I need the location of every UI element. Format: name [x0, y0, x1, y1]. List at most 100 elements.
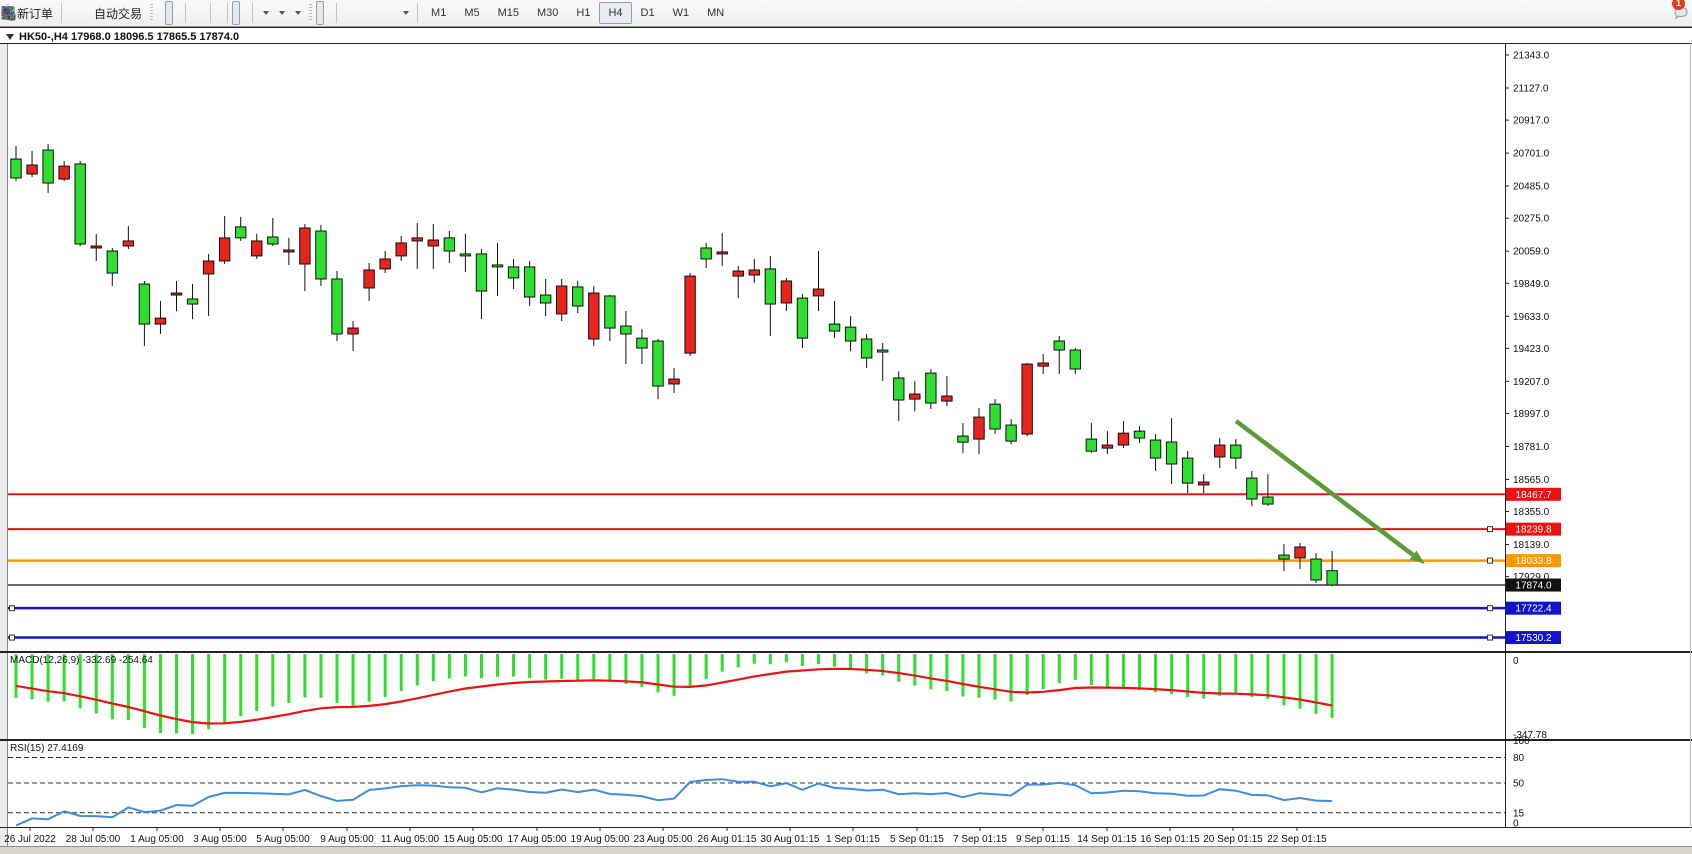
svg-text:1 Aug 05:00: 1 Aug 05:00 — [130, 834, 184, 845]
hline-handle[interactable] — [9, 634, 15, 641]
signals-button[interactable] — [3, 1, 90, 25]
hline-handle[interactable] — [9, 605, 15, 612]
timeframe-M30[interactable]: M30 — [537, 7, 559, 19]
community-button[interactable] — [1, 1, 82, 25]
hline-handle[interactable] — [1487, 605, 1493, 612]
autoscroll-button[interactable] — [1, 1, 241, 25]
svg-text:7 Sep 01:15: 7 Sep 01:15 — [953, 834, 1007, 845]
autotrading-button[interactable]: 自动交易 — [2, 1, 146, 25]
macd-pane-canvas[interactable]: 0 -347.78 — [0, 652, 1692, 741]
time-axis-labels[interactable]: 26 Jul 2022 28 Jul 05:00 1 Aug 05:00 3 Aug … — [4, 828, 1327, 845]
crosshair-button[interactable] — [1, 1, 332, 25]
svg-text:17874.0: 17874.0 — [1515, 581, 1552, 592]
main-chart-canvas[interactable]: 21343.0 21127.0 20917.0 20701.0 20485.0 20275… — [0, 43, 1692, 652]
hline-17874.0[interactable]: 17874.0 — [8, 578, 1561, 592]
timeframe-M15[interactable]: M15 — [497, 7, 519, 19]
new-order-button[interactable]: 新订单 — [2, 1, 57, 25]
templates-button[interactable] — [1, 1, 305, 25]
line-chart-button[interactable] — [1, 1, 181, 25]
svg-text:5 Sep 01:15: 5 Sep 01:15 — [890, 834, 944, 845]
rsi-pane-canvas[interactable]: 100 80 50 150 — [0, 736, 1692, 830]
chart-shift-button[interactable] — [1, 1, 248, 25]
macd-histogram — [14, 654, 1334, 734]
timeframe-MN[interactable]: MN — [707, 7, 725, 19]
svg-text:21343.0: 21343.0 — [1513, 51, 1550, 62]
trendline-button[interactable] — [2, 1, 365, 25]
timeframe-bar: M1 M5 M15 M30 H1 H4 D1 W1 MN — [422, 2, 733, 24]
indicators-button[interactable] — [1, 1, 273, 25]
cursor-button[interactable] — [4, 1, 325, 25]
svg-text:28 Jul 05:00: 28 Jul 05:00 — [66, 834, 121, 845]
price-axis[interactable]: 21343.0 21127.0 20917.0 20701.0 20485.0 20275… — [1505, 51, 1550, 584]
shapes-button[interactable] — [2, 1, 413, 25]
toolbar-grip[interactable] — [150, 4, 154, 22]
toolbar: 新订单 — [0, 0, 1692, 27]
svg-text:17722.4: 17722.4 — [1515, 604, 1552, 615]
svg-text:20485.0: 20485.0 — [1513, 182, 1550, 193]
svg-text:22 Sep 01:15: 22 Sep 01:15 — [1267, 834, 1327, 845]
timeframe-H4[interactable]: H4 — [599, 2, 632, 24]
time-axis[interactable]: 26 Jul 2022 28 Jul 05:00 1 Aug 05:00 3 Aug … — [0, 828, 1692, 846]
svg-text:80: 80 — [1513, 753, 1525, 764]
svg-text:30 Aug 01:15: 30 Aug 01:15 — [761, 834, 820, 845]
dropdown-arrow-icon — [279, 11, 286, 15]
svg-text:23 Aug 05:00: 23 Aug 05:00 — [634, 834, 693, 845]
timeframe-H1[interactable]: H1 — [576, 7, 591, 19]
search-button[interactable] — [1, 1, 1672, 25]
svg-text:3 Aug 05:00: 3 Aug 05:00 — [193, 834, 247, 845]
notification-badge: 1 — [1672, 0, 1685, 10]
svg-text:26 Jul 2022: 26 Jul 2022 — [4, 834, 56, 845]
search-icon — [1, 6, 15, 20]
zoom-in-button[interactable] — [1, 1, 198, 25]
svg-text:20917.0: 20917.0 — [1513, 116, 1550, 127]
separator — [227, 3, 229, 23]
svg-text:20 Sep 01:15: 20 Sep 01:15 — [1203, 834, 1263, 845]
fibonacci-button[interactable]: F — [2, 1, 381, 25]
hline-18033.8[interactable]: 18033.8 — [8, 554, 1561, 567]
svg-text:17 Aug 05:00: 17 Aug 05:00 — [508, 834, 567, 845]
svg-text:19 Aug 05:00: 19 Aug 05:00 — [571, 834, 630, 845]
timeframe-D1[interactable]: D1 — [640, 7, 655, 19]
separator — [185, 3, 187, 23]
hline-17722.4[interactable]: 17722.4 — [8, 601, 1561, 615]
collapse-triangle-icon[interactable] — [6, 33, 14, 40]
hline-handle[interactable] — [1487, 526, 1493, 533]
timeframe-M5[interactable]: M5 — [464, 7, 480, 19]
svg-text:T: T — [5, 9, 11, 19]
channel-button[interactable]: E — [1, 1, 373, 25]
notifications-button[interactable]: 1 — [1672, 0, 1688, 25]
dropdown-arrow-icon — [263, 11, 270, 15]
hline-handle[interactable] — [1487, 634, 1493, 641]
svg-text:18355.0: 18355.0 — [1513, 507, 1550, 518]
svg-text:15: 15 — [1513, 808, 1525, 819]
separator — [336, 3, 338, 23]
periods-button[interactable] — [1, 1, 289, 25]
hline-handle[interactable] — [1487, 557, 1493, 564]
trend-arrow[interactable] — [1234, 419, 1425, 564]
svg-text:A: A — [4, 7, 12, 21]
timeframe-W1[interactable]: W1 — [672, 7, 690, 19]
quotes-button[interactable] — [2, 1, 74, 25]
tile-windows-button[interactable] — [1, 1, 223, 25]
zoom-out-button[interactable] — [1, 1, 206, 25]
text-button[interactable]: A — [4, 1, 389, 25]
vertical-line-button[interactable] — [7, 1, 349, 25]
svg-text:18239.8: 18239.8 — [1515, 525, 1552, 536]
chart-title-bar[interactable]: HK50-,H4 17968.0 18096.5 17865.5 17874.0 — [6, 30, 239, 43]
svg-text:9 Sep 01:15: 9 Sep 01:15 — [1016, 834, 1070, 845]
svg-text:11 Aug 05:00: 11 Aug 05:00 — [381, 834, 440, 845]
hline-17530.2[interactable]: 17530.2 — [8, 631, 1561, 645]
dropdown-arrow-icon — [403, 11, 410, 15]
candlestick-chart-button[interactable] — [2, 1, 174, 25]
toolbar-grip[interactable] — [309, 4, 313, 22]
text-label-button[interactable]: T — [1, 1, 397, 25]
horizontal-line-button[interactable] — [2, 1, 357, 25]
hline-18239.8[interactable]: 18239.8 — [8, 522, 1561, 536]
timeframe-M1[interactable]: M1 — [431, 7, 447, 19]
bar-chart-button[interactable] — [1, 1, 165, 25]
separator — [61, 3, 63, 23]
separator — [417, 3, 419, 23]
svg-text:18139.0: 18139.0 — [1513, 540, 1550, 551]
svg-text:18033.8: 18033.8 — [1515, 556, 1552, 567]
